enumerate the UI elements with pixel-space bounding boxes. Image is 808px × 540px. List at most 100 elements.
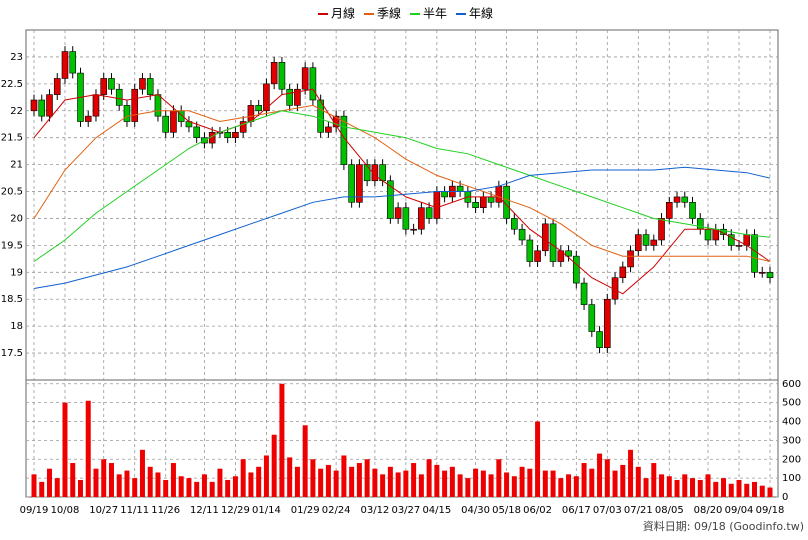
candle-body bbox=[108, 78, 115, 90]
y-tick-label: 17.5 bbox=[1, 348, 23, 359]
candle-body bbox=[402, 207, 410, 230]
x-tick-label: 10/08 bbox=[51, 505, 80, 516]
volume-bar bbox=[457, 474, 463, 497]
x-tick-label: 07/21 bbox=[624, 505, 653, 516]
x-tick-label: 04/30 bbox=[461, 505, 490, 516]
x-tick-label: 08/20 bbox=[694, 505, 723, 516]
x-tick-label: 04/15 bbox=[422, 505, 451, 516]
volume-bar bbox=[488, 474, 494, 497]
ma-line bbox=[33, 110, 771, 262]
candle-body bbox=[751, 234, 758, 273]
candle-body bbox=[495, 185, 503, 203]
y2-tick-label: 400 bbox=[782, 417, 801, 428]
volume-bar bbox=[39, 481, 45, 497]
candle-body bbox=[704, 228, 712, 241]
volume-bar bbox=[256, 466, 262, 497]
volume-bar bbox=[155, 472, 161, 497]
volume-bar bbox=[302, 425, 308, 497]
volume-bar bbox=[635, 466, 641, 497]
volume-bar bbox=[372, 468, 378, 497]
volume-bar bbox=[442, 470, 448, 497]
volume-bar bbox=[194, 481, 200, 497]
volume-bar bbox=[240, 459, 246, 497]
candle-body bbox=[46, 94, 53, 117]
volume-bar bbox=[116, 474, 122, 497]
x-tick-label: 09/18 bbox=[756, 505, 785, 516]
candle-body bbox=[263, 83, 270, 112]
volume-bar bbox=[752, 481, 758, 497]
volume-bar bbox=[279, 383, 285, 497]
candle-body bbox=[309, 67, 317, 101]
volume-bar bbox=[620, 464, 626, 497]
volume-bar bbox=[581, 463, 587, 497]
volume-bar bbox=[70, 463, 76, 497]
candle-body bbox=[170, 110, 177, 133]
volume-bar bbox=[550, 470, 556, 497]
volume-bar bbox=[54, 478, 60, 497]
candle-body bbox=[580, 282, 588, 305]
legend: 月線 季線 半年 年線 bbox=[318, 6, 493, 21]
volume-bar bbox=[209, 481, 215, 497]
candle-body bbox=[604, 298, 611, 348]
legend-label: 半年 bbox=[423, 7, 447, 21]
x-tick-label: 02/24 bbox=[322, 505, 351, 516]
candle-body bbox=[224, 132, 231, 138]
y2-tick-label: 100 bbox=[782, 473, 801, 484]
candle-body bbox=[387, 180, 394, 219]
candle-body bbox=[433, 191, 441, 219]
candle-body bbox=[340, 115, 348, 165]
candle-body bbox=[650, 239, 658, 246]
candle-body bbox=[115, 88, 123, 106]
volume-bar bbox=[132, 478, 138, 497]
volume-bar bbox=[186, 478, 192, 497]
candle-body bbox=[92, 94, 100, 117]
x-tick-label: 12/11 bbox=[190, 505, 219, 516]
candle-body bbox=[596, 331, 603, 348]
candle-body bbox=[30, 99, 38, 112]
x-tick-label: 10/27 bbox=[89, 505, 118, 516]
volume-bar bbox=[573, 476, 579, 497]
volume-bar bbox=[163, 480, 169, 497]
x-tick-label: 09/04 bbox=[725, 505, 754, 516]
candle-body bbox=[472, 202, 479, 208]
candle-body bbox=[456, 185, 464, 192]
volume-bar bbox=[108, 463, 114, 497]
candle-body bbox=[53, 78, 61, 95]
y2-tick-label: 200 bbox=[782, 454, 801, 465]
candle-body bbox=[573, 255, 580, 284]
x-tick-label: 03/12 bbox=[360, 505, 389, 516]
candle-body bbox=[681, 196, 689, 203]
x-tick-label: 11/11 bbox=[120, 505, 149, 516]
candle-body bbox=[696, 218, 704, 230]
candle-body bbox=[634, 234, 642, 252]
candle-body bbox=[131, 88, 139, 122]
volume-bar bbox=[263, 455, 269, 497]
candle-body bbox=[534, 250, 541, 262]
candle-body bbox=[146, 78, 154, 95]
volume-bar bbox=[597, 453, 603, 497]
candle-body bbox=[727, 234, 735, 246]
volume-bar bbox=[201, 474, 207, 497]
y-tick-label: 19.5 bbox=[1, 240, 23, 251]
volume-bar bbox=[31, 474, 37, 497]
x-tick-label: 06/02 bbox=[523, 505, 552, 516]
volume-bar bbox=[294, 466, 300, 497]
volume-bar bbox=[496, 459, 502, 497]
x-tick-label: 01/14 bbox=[252, 505, 281, 516]
candle-body bbox=[348, 164, 355, 203]
volume-bar bbox=[380, 474, 386, 497]
y-tick-label: 23 bbox=[10, 52, 23, 63]
volume-bar bbox=[318, 468, 324, 497]
volume-bar bbox=[248, 472, 254, 497]
volume-bar bbox=[682, 474, 688, 497]
volume-bar bbox=[542, 470, 548, 497]
y-tick-label: 19 bbox=[10, 267, 23, 278]
volume-bar bbox=[170, 463, 176, 497]
candle-body bbox=[549, 223, 557, 262]
y-tick-label: 21.5 bbox=[1, 133, 23, 144]
volume-bar bbox=[666, 476, 672, 497]
candle-body bbox=[425, 207, 433, 219]
candle-body bbox=[286, 88, 293, 106]
x-tick-label: 03/27 bbox=[391, 505, 420, 516]
